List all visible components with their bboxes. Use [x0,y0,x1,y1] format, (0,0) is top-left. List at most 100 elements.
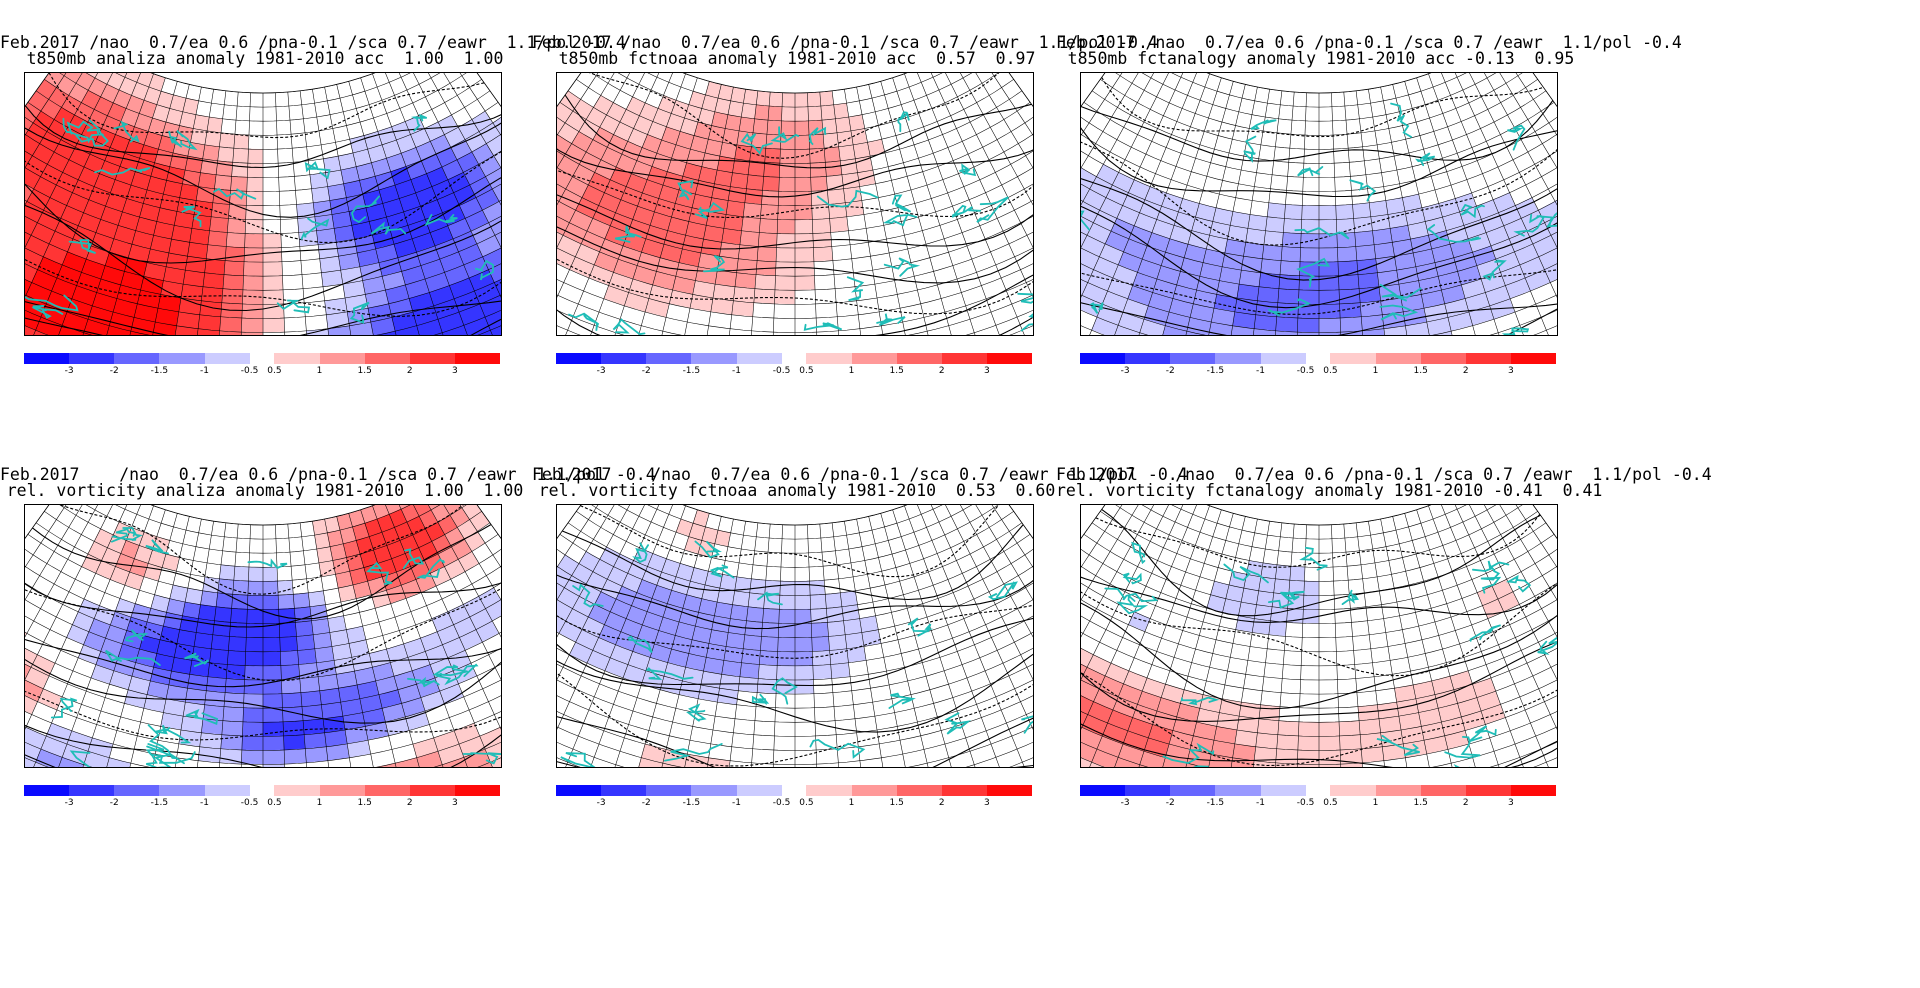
colorbar-segment [1375,353,1421,364]
colorbar-segment [319,785,365,796]
colorbar-segment [986,785,1033,796]
panel-title-line1: Feb.2017 /nao 0.7/ea 0.6 /pna-0.1 /sca 0… [1056,465,1712,484]
panel-title-line2: rel. vorticity fctanalogy anomaly 1981-2… [1056,481,1603,500]
colorbar-segment [1465,353,1511,364]
contour-lines [1081,77,1557,335]
graticule [557,505,1033,767]
colorbar-segment [454,353,501,364]
contour-lines [25,73,501,335]
colorbar-tick-label: -1 [731,798,741,808]
colorbar [556,353,1033,364]
colorbar [24,785,501,796]
colorbar-tick-label: 1.5 [889,366,904,376]
colorbar-segment [556,353,602,364]
colorbar-tick-label: -2 [1165,798,1175,808]
colorbar-tick-label: 1 [1372,798,1379,808]
colorbar-tick-label: 1.5 [889,798,904,808]
colorbar-segment [1465,785,1511,796]
map-plot [1081,505,1557,767]
colorbar-tick-label: 3 [452,798,458,808]
colorbar-segment [806,353,852,364]
colorbar-tick-label: 3 [452,366,458,376]
colorbar-segment [364,353,410,364]
colorbar-segment [1330,353,1376,364]
colorbar-tick-label: -0.5 [772,366,791,376]
colorbar-segment [851,785,897,796]
graticule [557,73,1033,335]
colorbar-gap [1305,353,1331,364]
colorbar-tick-label: -1.5 [1206,798,1225,808]
colorbar-segment [646,353,692,364]
colorbar-tick-label: -1 [1255,366,1265,376]
colorbar-gap [1305,785,1331,796]
contour-lines [25,505,501,767]
colorbar-tick-label: -2 [109,798,119,808]
panel-title-line1: Feb.2017 /nao 0.7/ea 0.6 /pna-0.1 /sca 0… [1056,33,1682,52]
contour-lines [1081,508,1557,767]
panel-title-line2: t850mb fctanalogy anomaly 1981-2010 acc … [1067,49,1575,68]
colorbar-segment [1215,353,1261,364]
colorbar-tick-label: -0.5 [1296,366,1315,376]
colorbar-segment [319,353,365,364]
colorbar-tick-label: 1 [848,366,855,376]
colorbar-tick-label: 0.5 [1323,798,1338,808]
colorbar-segment [986,353,1033,364]
colorbar-segment [896,353,942,364]
colorbar-segment [736,353,782,364]
graticule [25,505,501,767]
coastlines [1081,102,1557,335]
contour-lines [557,505,1033,767]
coastlines [1104,541,1557,767]
colorbar-segment [1375,785,1421,796]
map-plot [1081,73,1557,335]
colorbar-segment [851,353,897,364]
colorbar-segment [1260,785,1306,796]
colorbar-tick-label: 0.5 [799,366,814,376]
colorbar-tick-label: 0.5 [267,798,282,808]
colorbar-tick-label: 3 [984,366,990,376]
colorbar-segment [1420,785,1466,796]
colorbar-segment [646,785,692,796]
colorbar-segment [1080,353,1126,364]
colorbar-segment [1125,785,1171,796]
map-frame [24,72,502,336]
colorbar-tick-label: -1 [731,366,741,376]
colorbar-segment [601,353,647,364]
colorbar [1080,785,1557,796]
colorbar-segment [274,785,320,796]
coastlines [50,527,501,767]
colorbar-tick-label: 2 [938,798,945,808]
colorbar-segment [24,785,70,796]
colorbar-segment [691,785,737,796]
colorbar-segment [941,785,987,796]
map-panel-vort-analiza: Feb.2017 /nao 0.7/ea 0.6 /pna-0.1 /sca 0… [0,466,656,866]
colorbar-tick-label: 2 [406,366,413,376]
colorbar-segment [1260,353,1306,364]
map-plot [557,73,1033,335]
map-frame [556,504,1034,768]
map-plot [25,505,501,767]
colorbar-tick-label: -1 [199,798,209,808]
map-plot [25,73,501,335]
colorbar-segment [114,353,160,364]
colorbar-tick-label: 1 [1372,366,1379,376]
colorbar-segment [896,785,942,796]
colorbar-tick-label: -2 [109,366,119,376]
colorbar-segment [204,785,250,796]
colorbar-tick-label: -3 [64,366,74,376]
panel-title-line2: t850mb analiza anomaly 1981-2010 acc 1.0… [26,49,504,68]
colorbar-tick-label: -0.5 [772,798,791,808]
colorbar-tick-label: 0.5 [799,798,814,808]
map-frame [24,504,502,768]
colorbar-tick-label: -1 [199,366,209,376]
colorbar-gap [781,353,807,364]
map-panel-vort-fctnoaa: Feb.2017 /nao 0.7/ea 0.6 /pna-0.1 /sca 0… [532,466,1188,866]
map-panel-t850-fctanalogy: Feb.2017 /nao 0.7/ea 0.6 /pna-0.1 /sca 0… [1056,33,1682,434]
colorbar-segment [364,785,410,796]
colorbar-segment [69,785,115,796]
panel-title-line2: rel. vorticity fctnoaa anomaly 1981-2010… [538,481,1056,500]
colorbar-tick-label: 1.5 [1413,798,1428,808]
colorbar-tick-label: 3 [1508,798,1514,808]
colorbar-segment [1215,785,1261,796]
colorbar-tick-label: -3 [596,366,606,376]
